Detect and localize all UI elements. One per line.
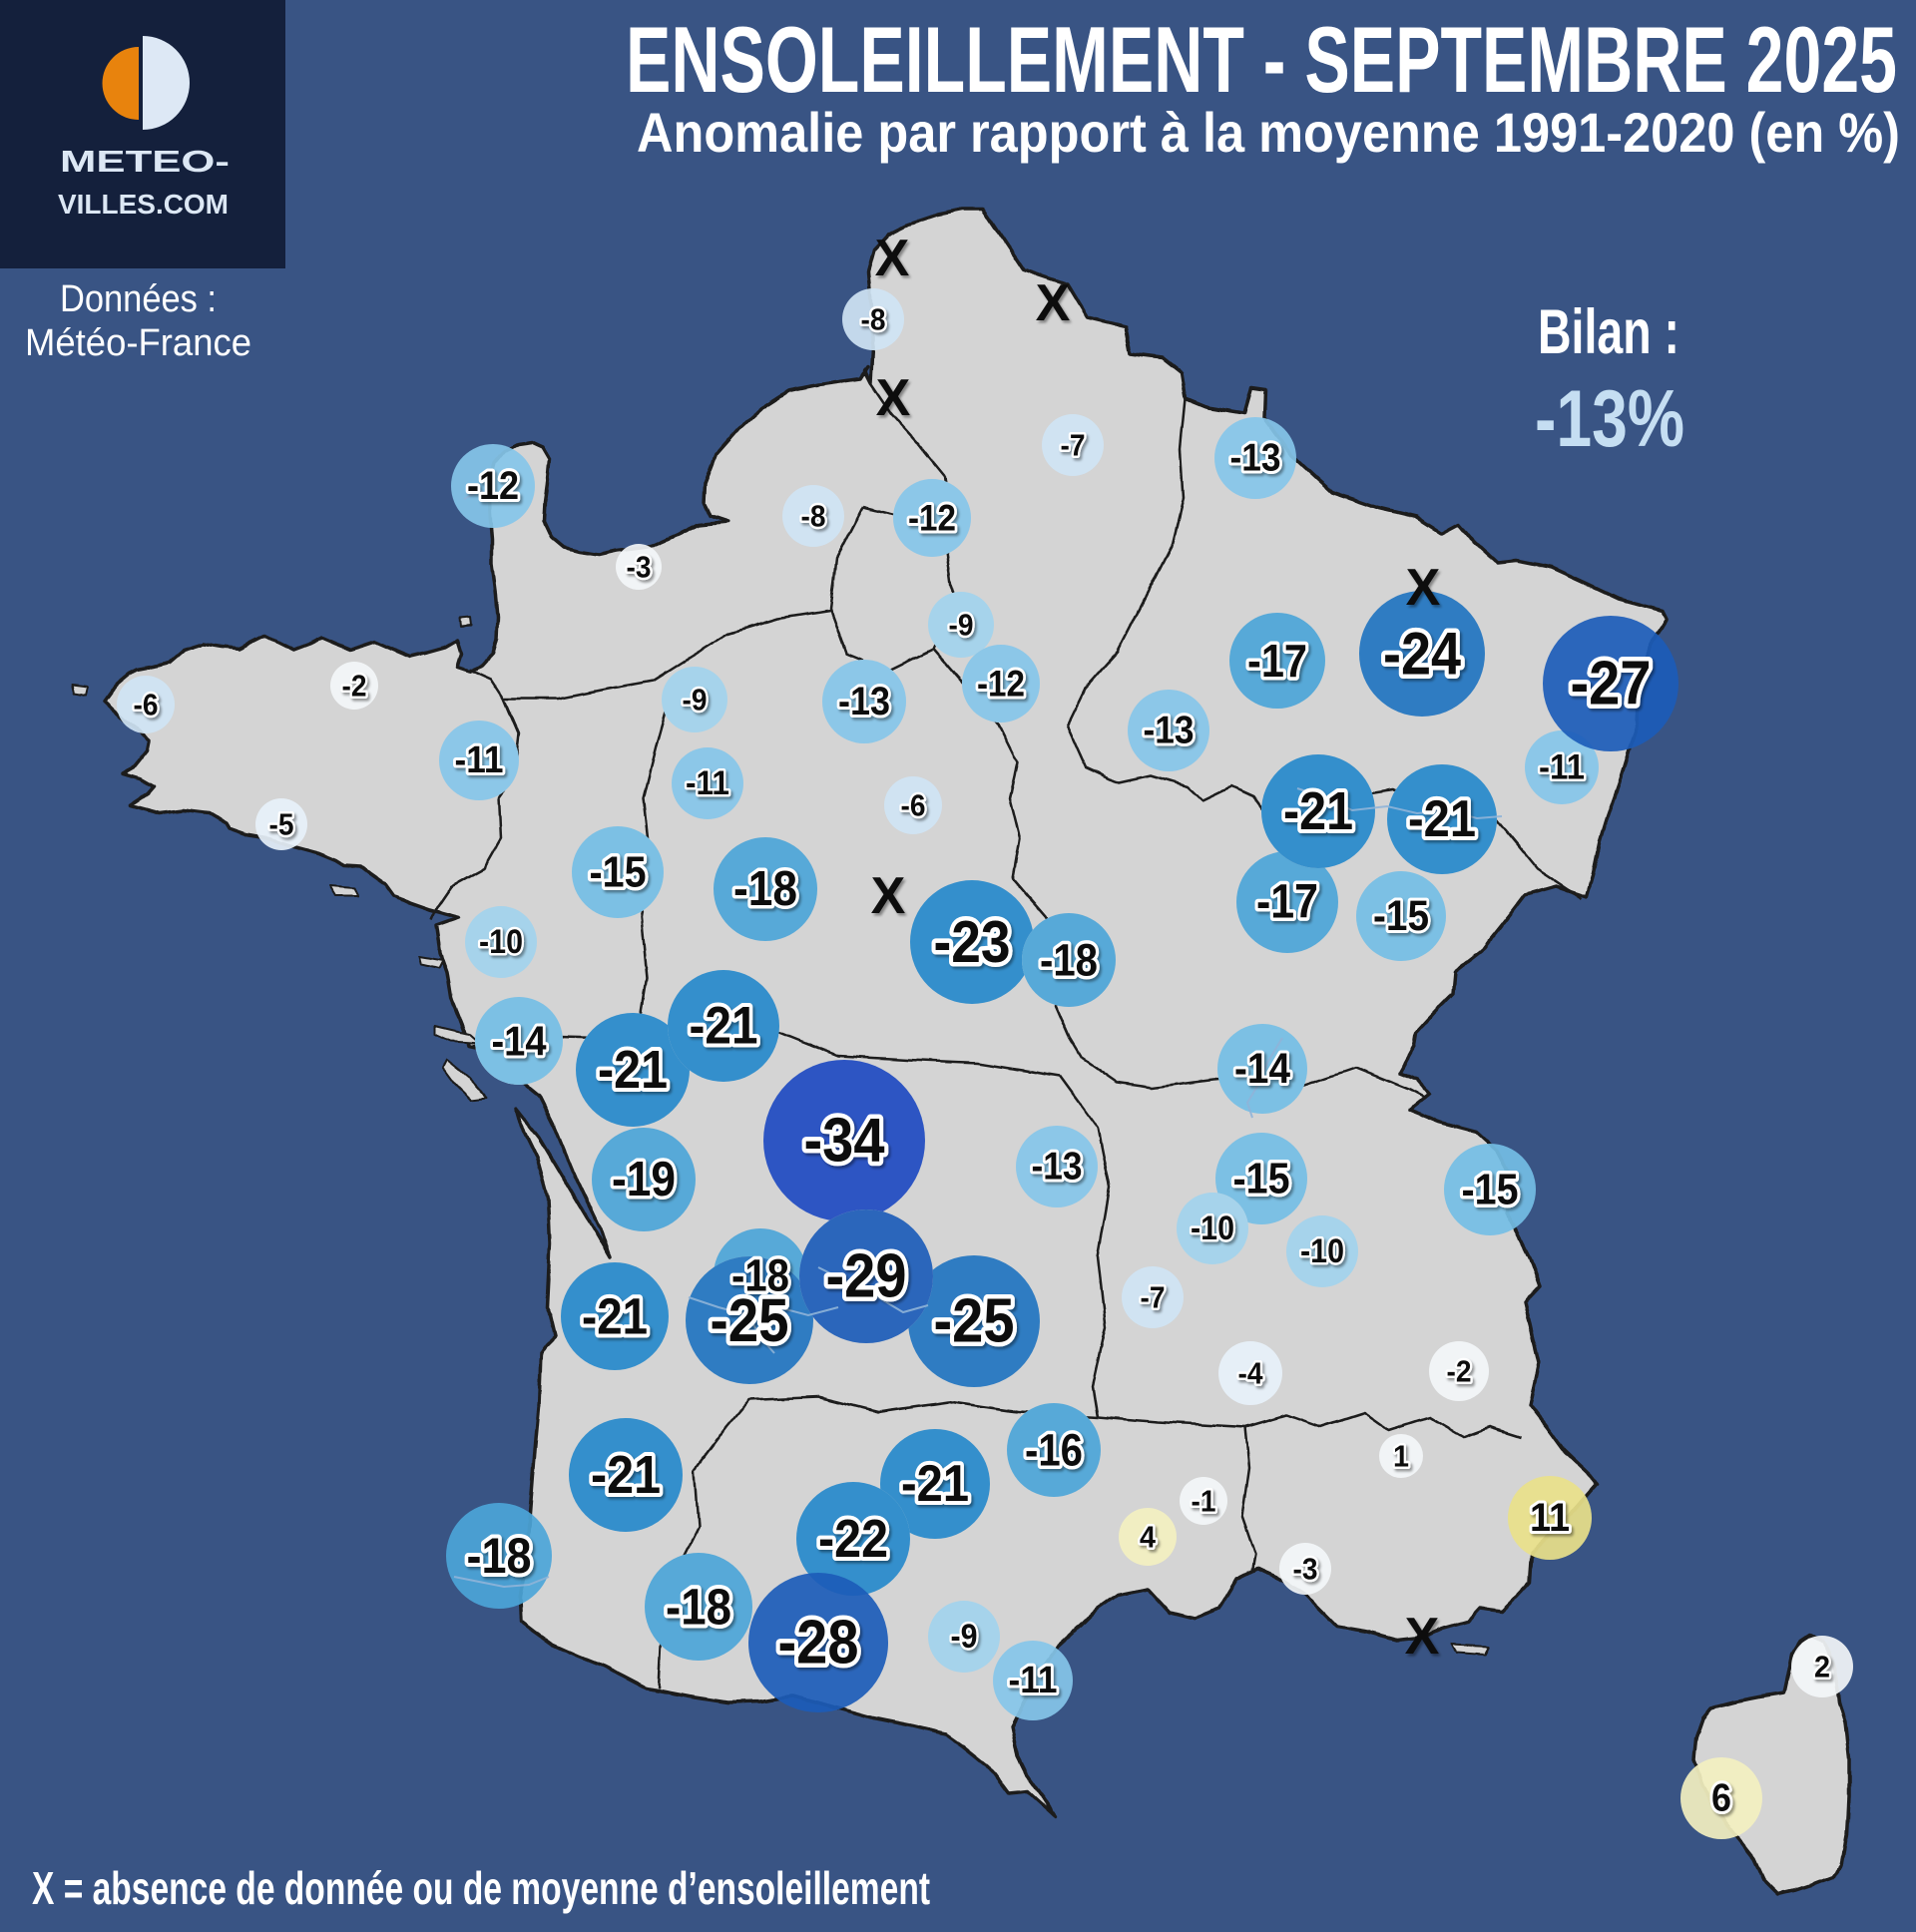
svg-text:-10: -10 bbox=[479, 923, 523, 961]
svg-text:-10: -10 bbox=[1191, 1209, 1234, 1247]
svg-text:-11: -11 bbox=[455, 739, 504, 781]
svg-text:-13%: -13% bbox=[1535, 374, 1684, 464]
svg-text:-8: -8 bbox=[861, 302, 886, 337]
svg-text:11: 11 bbox=[1530, 1496, 1570, 1540]
svg-text:-11: -11 bbox=[1539, 748, 1585, 787]
svg-text:-13: -13 bbox=[838, 680, 890, 724]
svg-text:-9: -9 bbox=[683, 683, 708, 718]
svg-text:X: X bbox=[875, 230, 910, 287]
svg-text:-18: -18 bbox=[666, 1579, 731, 1636]
svg-text:X: X bbox=[1036, 274, 1071, 332]
svg-text:-12: -12 bbox=[977, 664, 1025, 705]
svg-text:-6: -6 bbox=[901, 788, 926, 823]
svg-text:-15: -15 bbox=[1462, 1166, 1519, 1214]
svg-text:-25: -25 bbox=[934, 1287, 1015, 1356]
svg-text:-21: -21 bbox=[901, 1455, 969, 1513]
svg-text:4: 4 bbox=[1140, 1520, 1157, 1555]
svg-text:Météo-France: Météo-France bbox=[25, 322, 251, 364]
svg-text:-34: -34 bbox=[804, 1107, 885, 1176]
svg-text:-25: -25 bbox=[711, 1286, 789, 1354]
svg-text:-29: -29 bbox=[826, 1242, 907, 1311]
svg-text:Données :: Données : bbox=[60, 278, 217, 320]
svg-text:-21: -21 bbox=[598, 1040, 668, 1100]
svg-text:-18: -18 bbox=[731, 1250, 789, 1301]
svg-text:VILLES.COM: VILLES.COM bbox=[58, 189, 229, 220]
svg-text:-21: -21 bbox=[591, 1445, 661, 1505]
svg-text:-9: -9 bbox=[949, 608, 974, 643]
svg-text:-13: -13 bbox=[1144, 710, 1195, 752]
svg-text:-13: -13 bbox=[1032, 1146, 1083, 1189]
svg-text:-11: -11 bbox=[1009, 1660, 1058, 1701]
svg-text:-6: -6 bbox=[134, 688, 159, 723]
svg-text:-21: -21 bbox=[1283, 781, 1353, 841]
svg-text:6: 6 bbox=[1711, 1777, 1731, 1820]
svg-text:-12: -12 bbox=[908, 498, 956, 539]
svg-text:-2: -2 bbox=[342, 669, 367, 704]
svg-text:Anomalie par rapport à la moye: Anomalie par rapport à la moyenne 1991-2… bbox=[637, 101, 1900, 164]
svg-text:X: X bbox=[1406, 559, 1441, 617]
svg-text:-22: -22 bbox=[818, 1509, 888, 1569]
svg-text:-8: -8 bbox=[801, 499, 826, 534]
svg-text:-13: -13 bbox=[1230, 437, 1281, 480]
svg-text:-14: -14 bbox=[1234, 1045, 1290, 1093]
svg-text:-21: -21 bbox=[1408, 790, 1476, 848]
svg-text:-14: -14 bbox=[492, 1018, 548, 1065]
svg-text:-11: -11 bbox=[686, 764, 729, 802]
svg-text:X: X bbox=[871, 867, 906, 925]
svg-text:Bilan :: Bilan : bbox=[1538, 297, 1679, 367]
svg-text:-5: -5 bbox=[269, 807, 294, 842]
svg-text:-4: -4 bbox=[1238, 1356, 1264, 1391]
svg-text:-24: -24 bbox=[1383, 621, 1462, 688]
svg-text:1: 1 bbox=[1393, 1439, 1409, 1474]
svg-text:-23: -23 bbox=[934, 909, 1011, 975]
svg-text:-18: -18 bbox=[1040, 935, 1098, 986]
svg-text:-15: -15 bbox=[1373, 892, 1429, 940]
svg-text:-10: -10 bbox=[1300, 1232, 1344, 1270]
svg-text:X = absence de donnée ou de mo: X = absence de donnée ou de moyenne d’en… bbox=[32, 1862, 930, 1914]
svg-text:-21: -21 bbox=[690, 997, 758, 1056]
svg-text:-2: -2 bbox=[1447, 1354, 1472, 1389]
svg-text:-1: -1 bbox=[1192, 1484, 1216, 1519]
svg-text:-3: -3 bbox=[1293, 1552, 1318, 1587]
svg-text:-12: -12 bbox=[467, 464, 519, 508]
svg-text:-7: -7 bbox=[1141, 1280, 1166, 1315]
svg-text:-18: -18 bbox=[733, 862, 797, 916]
svg-text:-17: -17 bbox=[1247, 635, 1307, 687]
svg-text:-16: -16 bbox=[1025, 1425, 1083, 1476]
svg-text:-19: -19 bbox=[612, 1153, 676, 1207]
svg-text:-27: -27 bbox=[1571, 650, 1652, 719]
svg-text:-7: -7 bbox=[1061, 428, 1086, 463]
svg-text:-21: -21 bbox=[582, 1288, 648, 1345]
svg-text:-17: -17 bbox=[1256, 876, 1318, 929]
svg-text:X: X bbox=[1405, 1608, 1440, 1666]
svg-text:-3: -3 bbox=[627, 550, 652, 585]
svg-text:-9: -9 bbox=[951, 1618, 978, 1656]
svg-text:-15: -15 bbox=[1233, 1155, 1290, 1204]
svg-text:-28: -28 bbox=[778, 1609, 859, 1678]
svg-text:METEO-: METEO- bbox=[60, 144, 230, 179]
svg-text:X: X bbox=[876, 369, 911, 427]
svg-text:-15: -15 bbox=[590, 848, 647, 897]
svg-text:ENSOLEILLEMENT - SEPTEMBRE 202: ENSOLEILLEMENT - SEPTEMBRE 2025 bbox=[626, 7, 1897, 112]
svg-text:2: 2 bbox=[1814, 1650, 1830, 1685]
svg-text:-18: -18 bbox=[467, 1528, 532, 1584]
